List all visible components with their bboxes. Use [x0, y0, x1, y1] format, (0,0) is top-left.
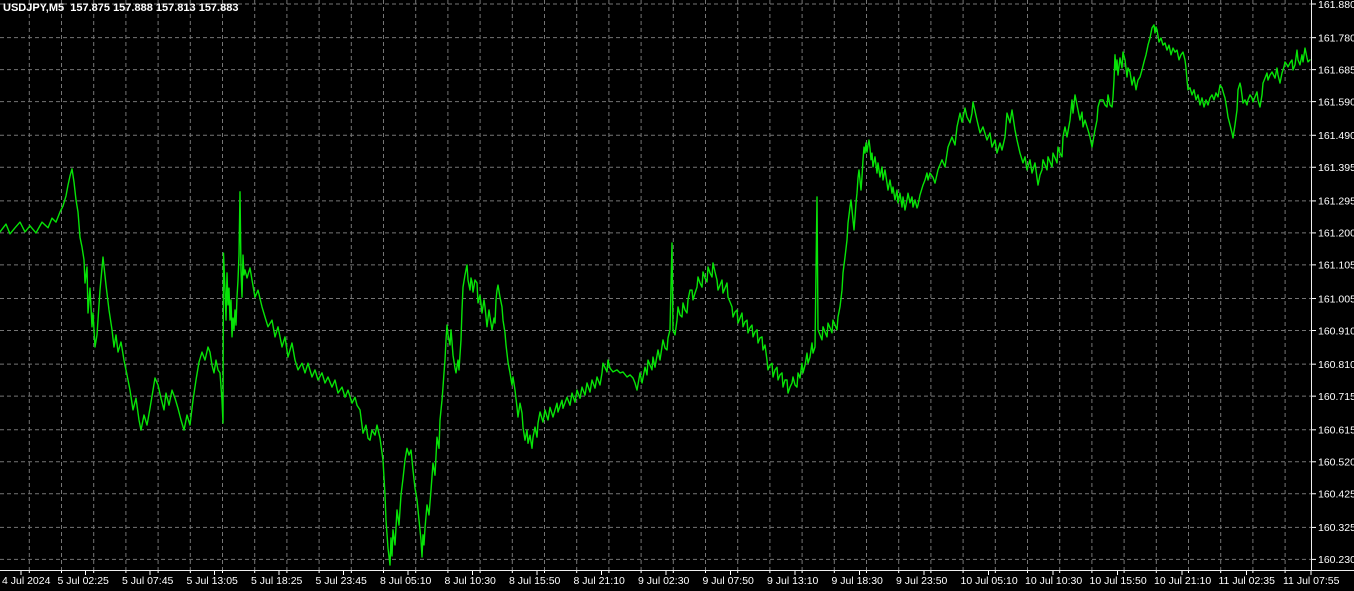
time-axis-label: 5 Jul 07:45	[122, 575, 174, 587]
chart-title: USDJPY,M5 157.875 157.888 157.813 157.88…	[3, 2, 239, 14]
time-axis-label: 8 Jul 10:30	[445, 575, 497, 587]
price-axis-label: 161.780	[1318, 32, 1354, 44]
price-axis-label: 160.910	[1318, 325, 1354, 337]
time-axis-label: 9 Jul 07:50	[703, 575, 755, 587]
price-axis-label: 161.105	[1318, 260, 1354, 272]
price-axis-label: 161.005	[1318, 293, 1354, 305]
time-axis-label: 5 Jul 13:05	[187, 575, 239, 587]
price-axis-label: 160.810	[1318, 359, 1354, 371]
time-axis-label: 10 Jul 21:10	[1154, 575, 1211, 587]
price-axis-label: 161.490	[1318, 130, 1354, 142]
time-axis-label: 9 Jul 18:30	[832, 575, 884, 587]
time-axis-label: 9 Jul 23:50	[896, 575, 948, 587]
time-axis-label: 8 Jul 05:10	[380, 575, 432, 587]
time-axis-label: 11 Jul 02:35	[1219, 575, 1276, 587]
price-axis-label: 161.685	[1318, 64, 1354, 76]
time-axis-label: 9 Jul 13:10	[767, 575, 819, 587]
price-axis-label: 160.520	[1318, 457, 1354, 469]
time-axis-label: 10 Jul 15:50	[1090, 575, 1147, 587]
time-axis-label: 8 Jul 15:50	[509, 575, 561, 587]
price-axis-label: 160.230	[1318, 554, 1354, 566]
price-line-series	[0, 24, 1311, 566]
price-axis-label: 160.715	[1318, 391, 1354, 403]
time-axis-label: 5 Jul 23:45	[316, 575, 368, 587]
time-axis-label: 5 Jul 02:25	[58, 575, 110, 587]
price-axis-label: 161.880	[1318, 0, 1354, 11]
price-axis-label: 161.295	[1318, 196, 1354, 208]
time-axis-label: 11 Jul 07:55	[1283, 575, 1340, 587]
price-axis-label: 161.395	[1318, 162, 1354, 174]
time-axis-label: 10 Jul 05:10	[961, 575, 1018, 587]
time-axis-label: 10 Jul 10:30	[1025, 575, 1082, 587]
price-axis-label: 160.425	[1318, 489, 1354, 501]
time-axis-label: 8 Jul 21:10	[574, 575, 626, 587]
time-axis-label: 9 Jul 02:30	[638, 575, 690, 587]
price-axis-label: 160.615	[1318, 425, 1354, 437]
price-axis-label: 160.325	[1318, 522, 1354, 534]
time-axis-label: 4 Jul 2024	[2, 575, 51, 587]
time-axis-label: 5 Jul 18:25	[251, 575, 303, 587]
price-axis-label: 161.590	[1318, 96, 1354, 108]
price-axis-label: 161.200	[1318, 228, 1354, 240]
